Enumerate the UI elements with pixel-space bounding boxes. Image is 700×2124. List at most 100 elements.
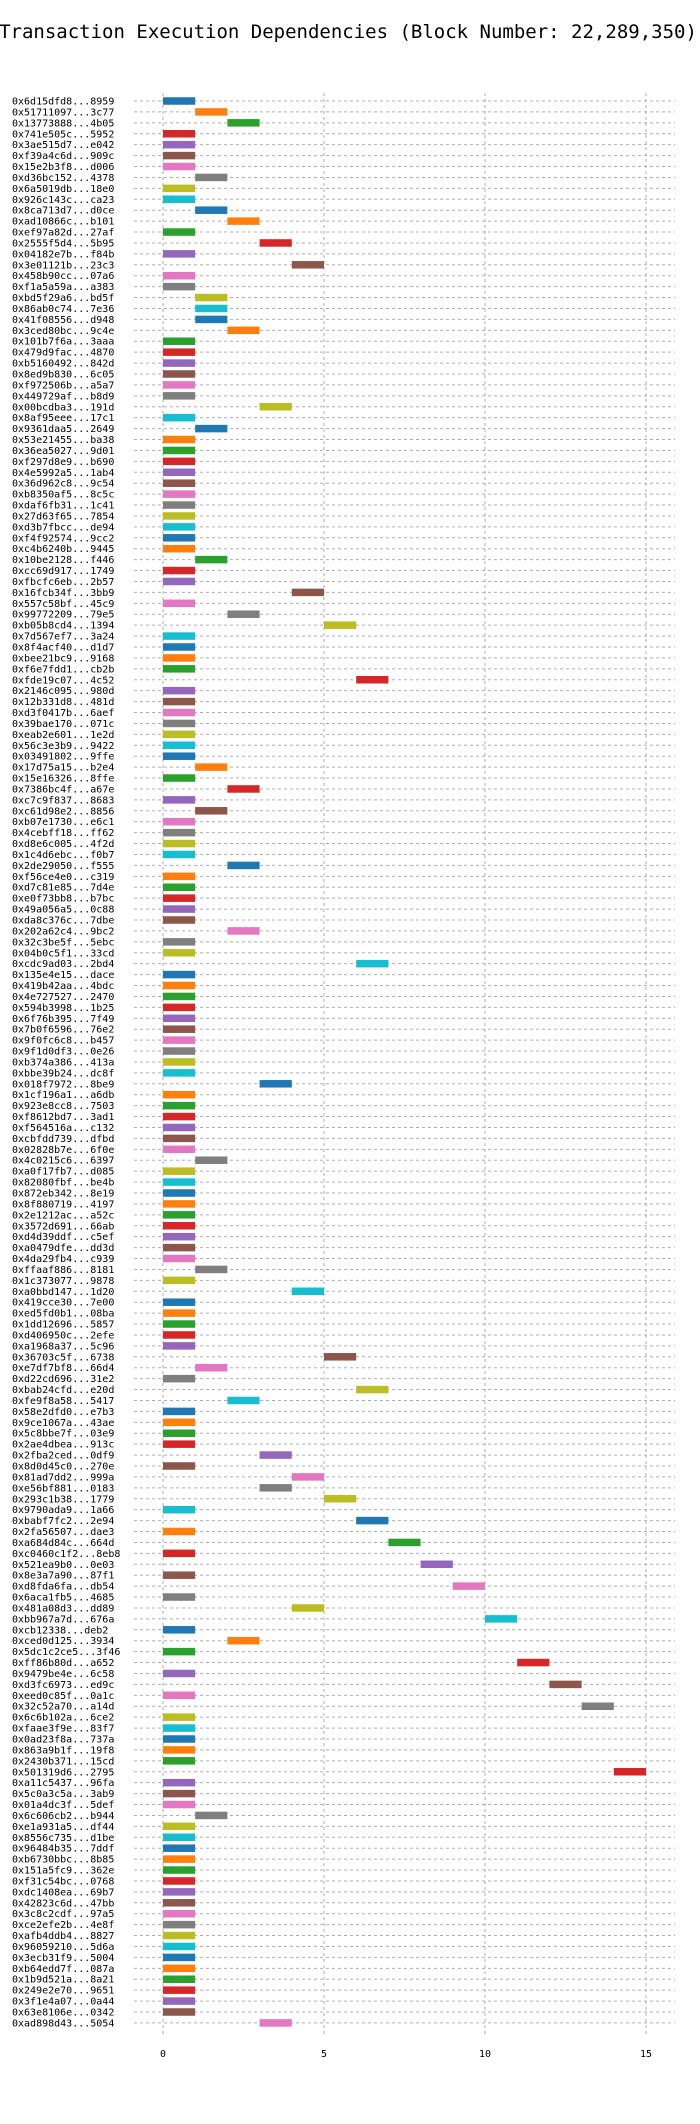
transaction-bar [162, 1232, 196, 1241]
transaction-label: 0xbab24cfd...e20d [12, 1385, 114, 1396]
transaction-label: 0x449729af...b8d9 [12, 391, 114, 402]
transaction-bar [162, 872, 196, 881]
transaction-label: 0x101b7f6a...3aaa [12, 337, 114, 348]
transaction-label: 0x36ea5027...9d01 [12, 446, 114, 457]
transaction-label: 0xc7c9f837...8683 [12, 795, 114, 806]
transaction-bar [162, 534, 196, 542]
transaction-bar [195, 1363, 228, 1372]
transaction-bar [485, 1615, 518, 1623]
transaction-label: 0xd4d39ddf...c5ef [12, 1232, 114, 1243]
transaction-label: 0x8ed9b830...6c05 [12, 370, 114, 381]
transaction-bar [323, 1495, 357, 1503]
transaction-bar [162, 1211, 196, 1219]
transaction-label: 0xf564516a...c132 [12, 1123, 114, 1134]
transaction-bar [162, 1593, 196, 1601]
transaction-bar [162, 435, 196, 444]
transaction-bar [162, 1986, 196, 1994]
transaction-label: 0x3572d691...66ab [12, 1221, 114, 1232]
transaction-bar [227, 1396, 260, 1405]
transaction-label: 0x2fba2ced...0df9 [12, 1451, 114, 1462]
transaction-bar [162, 1626, 196, 1634]
grid-layer [134, 93, 675, 2037]
transaction-bar [162, 446, 196, 455]
transaction-label: 0x63e8106e...0342 [12, 2008, 114, 2019]
transaction-bar [323, 621, 357, 629]
transaction-bar [291, 1287, 324, 1296]
transaction-bar [162, 894, 196, 902]
transaction-label: 0x9f1d0df3...0e26 [12, 1047, 114, 1058]
transaction-label: 0x3ae515d7...e042 [12, 140, 114, 151]
transaction-label: 0x5c0a3c5a...3ab9 [12, 1789, 114, 1800]
transaction-label: 0x479d9fac...4870 [12, 348, 114, 359]
transaction-label: 0x594b3998...1b25 [12, 1003, 114, 1014]
transaction-bar [162, 1757, 196, 1765]
transaction-bar [162, 1222, 196, 1230]
transaction-label: 0xad10866c...b101 [12, 217, 114, 228]
transaction-bar [162, 1243, 196, 1252]
transaction-bar [162, 479, 196, 487]
transaction-bar [162, 828, 196, 837]
transaction-label: 0xf6e7fdd1...cb2b [12, 664, 114, 675]
transaction-label: 0x9479be4e...6c58 [12, 1669, 114, 1680]
transaction-bar [162, 730, 196, 739]
transaction-bar [162, 1942, 196, 1951]
transaction-bar [227, 785, 260, 793]
transaction-bar [162, 1429, 196, 1437]
transaction-label: 0x2430b371...15cd [12, 1756, 114, 1767]
transaction-label: 0x42823c6d...47bb [12, 1898, 114, 1909]
transaction-label: 0x04b0c5f1...33cd [12, 948, 114, 959]
transaction-bar [162, 195, 196, 204]
transaction-bar [162, 140, 196, 149]
transaction-bar [356, 1385, 389, 1394]
transaction-bar [162, 850, 196, 859]
transaction-label: 0x96059210...5d6a [12, 1942, 114, 1953]
transaction-label: 0x6f76b395...7f49 [12, 1014, 114, 1025]
transaction-label: 0x82080fbf...be4b [12, 1178, 114, 1189]
transaction-bar [162, 1418, 196, 1427]
transaction-label: 0x249e2e70...9651 [12, 1986, 114, 1997]
transaction-label: 0x9ce1067a...43ae [12, 1418, 114, 1429]
transaction-bar [162, 1331, 196, 1339]
transaction-label: 0x10be2128...f446 [12, 555, 114, 566]
transaction-label: 0x8ca713d7...d0ce [12, 206, 114, 217]
transaction-label: 0xa1968a37...5c96 [12, 1341, 114, 1352]
transaction-label: 0x8af95eee...17c1 [12, 413, 114, 424]
transaction-bar [259, 1484, 292, 1492]
transaction-bar [195, 1265, 228, 1274]
transaction-bar [259, 2019, 292, 2027]
transaction-label: 0xdaf6fb31...1c41 [12, 501, 114, 512]
transaction-bar [162, 1800, 196, 1809]
transaction-bar [227, 326, 260, 335]
transaction-bar [162, 654, 196, 662]
transaction-label: 0x16fcb34f...3bb9 [12, 588, 114, 599]
transaction-bar [162, 1036, 196, 1044]
transaction-bar [291, 588, 324, 597]
transaction-bar [162, 1822, 196, 1831]
transaction-label: 0xeed0c85f...0a1c [12, 1691, 114, 1702]
transaction-label: 0xce2efe2b...4e8f [12, 1920, 114, 1931]
transaction-label: 0xa0f17fb7...d085 [12, 1167, 114, 1178]
transaction-label: 0x32c3be5f...5ebc [12, 937, 114, 948]
transaction-bar [259, 1080, 292, 1088]
transaction-label: 0xd8fda6fa...db54 [12, 1582, 114, 1593]
transaction-bar [162, 1877, 196, 1885]
transaction-label: 0x8f4acf40...d1d7 [12, 643, 114, 654]
transaction-bar [195, 807, 228, 815]
transaction-label: 0x2de29050...f555 [12, 861, 114, 872]
transaction-bar [195, 206, 228, 214]
transaction-bar [162, 1407, 196, 1416]
transaction-bar [162, 130, 196, 138]
transaction-bar [162, 1014, 196, 1023]
transaction-label: 0xeab2e601...1e2d [12, 730, 114, 741]
transaction-label: 0xf4f92574...9cc2 [12, 533, 114, 544]
transaction-label: 0x4e5992a5...1ab4 [12, 468, 114, 479]
transaction-bar [195, 763, 228, 771]
transaction-bar [581, 1702, 614, 1710]
transaction-bar [162, 1047, 196, 1055]
transaction-label: 0xbd5f29a6...bd5f [12, 293, 114, 304]
transaction-bar [162, 1101, 196, 1110]
transaction-label: 0x3ced80bc...9c4e [12, 326, 114, 337]
transaction-bar [195, 1811, 228, 1820]
transaction-label: 0x6c6b102a...6ce2 [12, 1713, 114, 1724]
transaction-label: 0x01a4dc3f...5def [12, 1800, 114, 1811]
